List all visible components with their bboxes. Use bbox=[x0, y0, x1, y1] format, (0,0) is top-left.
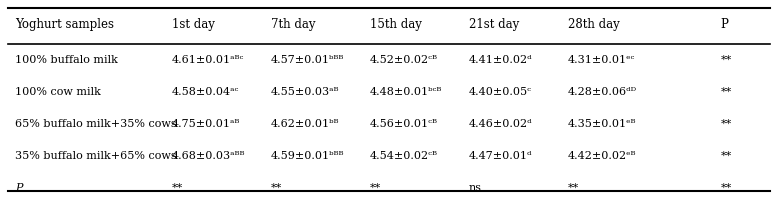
Text: 4.54±0.02ᶜᴮ: 4.54±0.02ᶜᴮ bbox=[370, 151, 438, 161]
Text: 15th day: 15th day bbox=[370, 18, 422, 31]
Text: **: ** bbox=[568, 183, 580, 193]
Text: 28th day: 28th day bbox=[568, 18, 620, 31]
Text: 100% cow milk: 100% cow milk bbox=[16, 87, 101, 97]
Text: P: P bbox=[720, 18, 728, 31]
Text: Yoghurt samples: Yoghurt samples bbox=[16, 18, 114, 31]
Text: ns: ns bbox=[469, 183, 482, 193]
Text: 21st day: 21st day bbox=[469, 18, 519, 31]
Text: 4.59±0.01ᵇᴮᴮ: 4.59±0.01ᵇᴮᴮ bbox=[271, 151, 345, 161]
Text: 4.47±0.01ᵈ: 4.47±0.01ᵈ bbox=[469, 151, 533, 161]
Text: 4.35±0.01ᵉᴮ: 4.35±0.01ᵉᴮ bbox=[568, 119, 636, 129]
Text: 4.58±0.04ᵃᶜ: 4.58±0.04ᵃᶜ bbox=[172, 87, 239, 97]
Text: 4.55±0.03ᵃᴮ: 4.55±0.03ᵃᴮ bbox=[271, 87, 339, 97]
Text: **: ** bbox=[172, 183, 183, 193]
Text: **: ** bbox=[720, 87, 732, 97]
Text: 4.42±0.02ᵉᴮ: 4.42±0.02ᵉᴮ bbox=[568, 151, 636, 161]
Text: **: ** bbox=[720, 119, 732, 129]
Text: 65% buffalo milk+35% cows: 65% buffalo milk+35% cows bbox=[16, 119, 177, 129]
Text: **: ** bbox=[720, 151, 732, 161]
Text: **: ** bbox=[720, 183, 732, 193]
Text: **: ** bbox=[370, 183, 381, 193]
Text: **: ** bbox=[720, 55, 732, 65]
Text: 35% buffalo milk+65% cows: 35% buffalo milk+65% cows bbox=[16, 151, 177, 161]
Text: 4.56±0.01ᶜᴮ: 4.56±0.01ᶜᴮ bbox=[370, 119, 438, 129]
Text: 1st day: 1st day bbox=[172, 18, 215, 31]
Text: 7th day: 7th day bbox=[271, 18, 315, 31]
Text: 4.61±0.01ᵃᴮᶜ: 4.61±0.01ᵃᴮᶜ bbox=[172, 55, 244, 65]
Text: 100% buffalo milk: 100% buffalo milk bbox=[16, 55, 118, 65]
Text: **: ** bbox=[271, 183, 282, 193]
Text: 4.40±0.05ᶜ: 4.40±0.05ᶜ bbox=[469, 87, 532, 97]
Text: 4.75±0.01ᵃᴮ: 4.75±0.01ᵃᴮ bbox=[172, 119, 240, 129]
Text: P: P bbox=[16, 183, 23, 193]
Text: 4.46±0.02ᵈ: 4.46±0.02ᵈ bbox=[469, 119, 533, 129]
Text: 4.57±0.01ᵇᴮᴮ: 4.57±0.01ᵇᴮᴮ bbox=[271, 55, 344, 65]
Text: 4.68±0.03ᵃᴮᴮ: 4.68±0.03ᵃᴮᴮ bbox=[172, 151, 245, 161]
Text: 4.48±0.01ᵇᶜᴮ: 4.48±0.01ᵇᶜᴮ bbox=[370, 87, 443, 97]
Text: 4.31±0.01ᵉᶜ: 4.31±0.01ᵉᶜ bbox=[568, 55, 636, 65]
Text: 4.52±0.02ᶜᴮ: 4.52±0.02ᶜᴮ bbox=[370, 55, 438, 65]
Text: 4.41±0.02ᵈ: 4.41±0.02ᵈ bbox=[469, 55, 533, 65]
Text: 4.28±0.06ᵈᴰ: 4.28±0.06ᵈᴰ bbox=[568, 87, 637, 97]
Text: 4.62±0.01ᵇᴮ: 4.62±0.01ᵇᴮ bbox=[271, 119, 339, 129]
